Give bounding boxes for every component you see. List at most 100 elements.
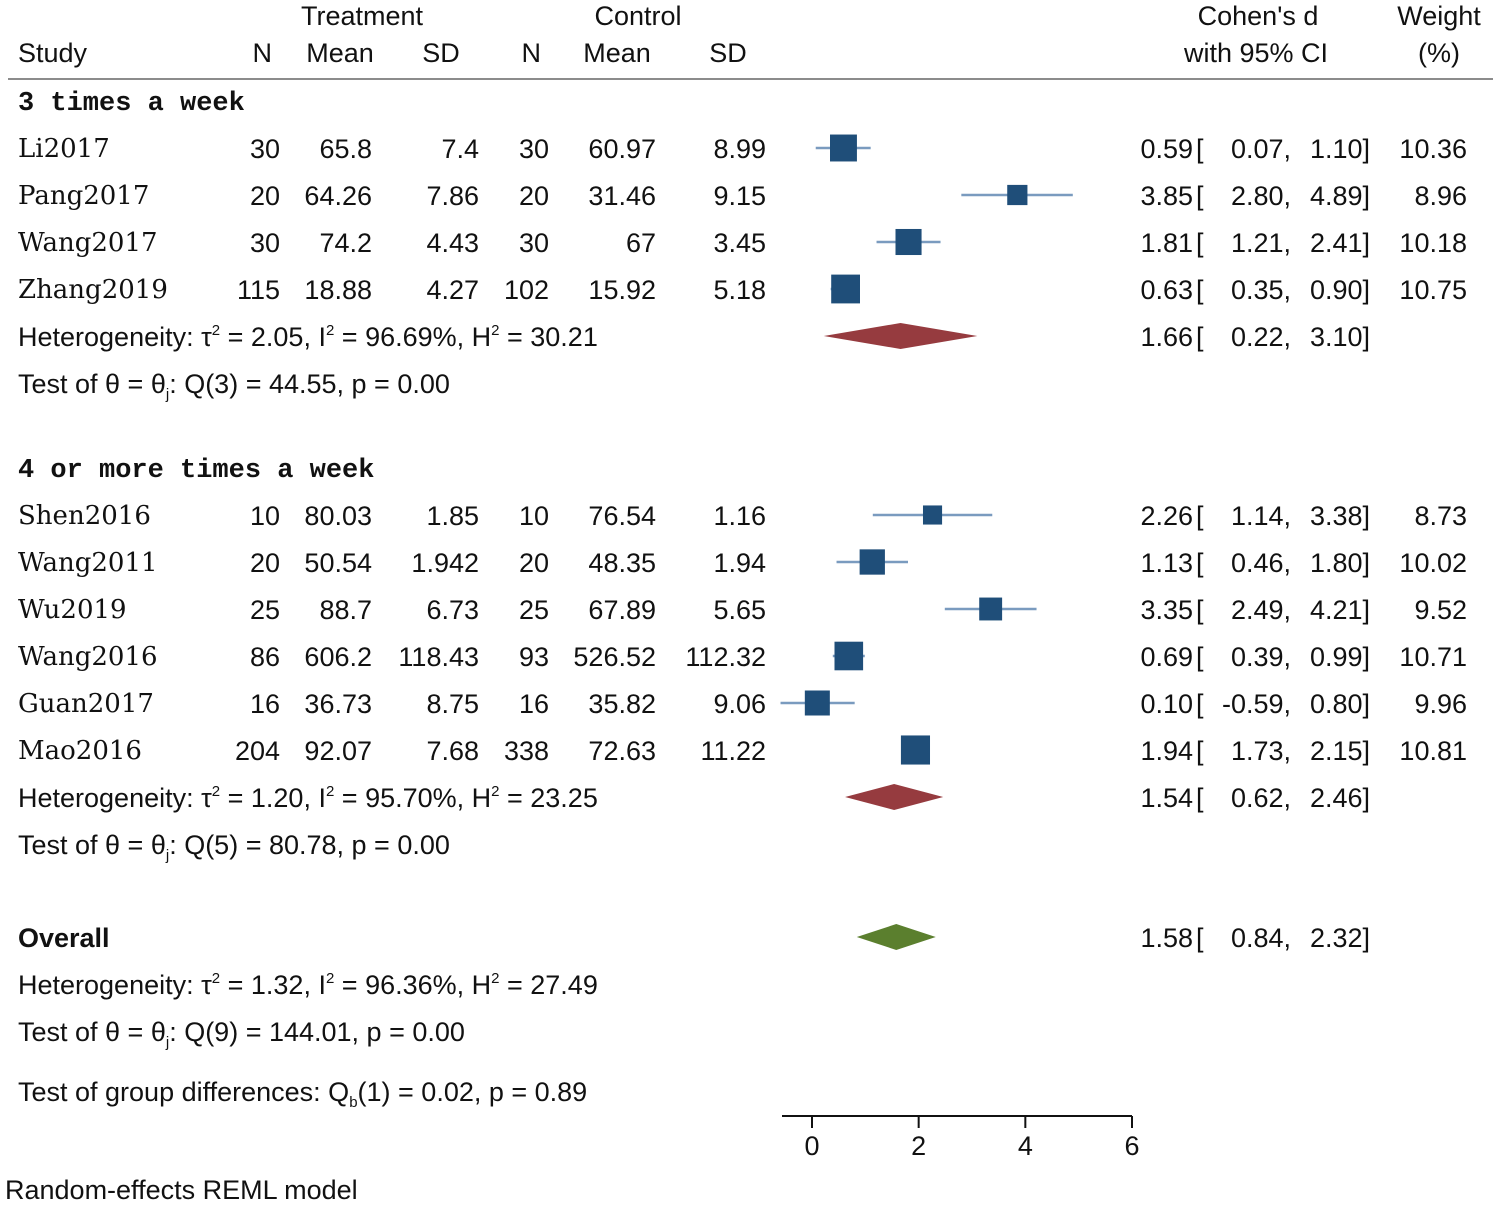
overall-heterogeneity-text-part: Heterogeneity: τ: [18, 970, 212, 1000]
subgroup-diamond: [823, 323, 978, 349]
effect-box: [834, 641, 864, 671]
effect-ci-text-open-bracket: [: [1196, 595, 1204, 625]
weight-header-line1: Weight: [1397, 1, 1481, 31]
control-n: 30: [519, 228, 549, 258]
control-sd: 5.65: [713, 595, 766, 625]
effect-header-line2: with 95% CI: [1183, 38, 1328, 68]
subgroup-ci-text-estimate: 1.66: [1140, 322, 1193, 352]
group-test-text: Test of θ = θj: Q(5) = 80.78, p = 0.00: [18, 830, 450, 864]
overall-heterogeneity-text-part: 2: [491, 970, 499, 987]
effect-ci-text-lower: 1.73,: [1231, 736, 1291, 766]
heterogeneity-text-part: Heterogeneity: τ: [18, 783, 212, 813]
study-name: Zhang2019: [18, 275, 168, 305]
control-mean: 67: [626, 228, 656, 258]
effect-ci-text-estimate: 0.69: [1140, 642, 1193, 672]
x-axis: 0 2 4 6: [782, 1115, 1140, 1161]
overall-ci-text: 1.58[0.84, 2.32]: [1140, 923, 1370, 953]
treatment-sd: 1.85: [426, 501, 479, 531]
treatment-sd: 1.942: [411, 548, 479, 578]
control-mean: 72.63: [588, 736, 656, 766]
effect-ci-text-estimate: 0.10: [1140, 689, 1193, 719]
treatment-mean-header: Mean: [306, 38, 374, 68]
effect-box: [922, 505, 943, 525]
weight-value: 9.96: [1414, 689, 1467, 719]
heterogeneity-text-part: 2: [326, 783, 334, 800]
effect-box: [1007, 184, 1028, 206]
study-name: Wu2019: [18, 595, 127, 625]
treatment-n: 20: [250, 181, 280, 211]
effect-ci-text-open-bracket: [: [1196, 689, 1204, 719]
study-name: Wang2016: [18, 642, 158, 672]
subgroup-ci-text-open-bracket: [: [1196, 322, 1204, 352]
treatment-sd: 6.73: [426, 595, 479, 625]
treatment-n: 30: [250, 228, 280, 258]
group-test-text-part: Test of θ = θ: [18, 830, 166, 860]
overall-heterogeneity-text: Heterogeneity: τ2 = 1.32, I2 = 96.36%, H…: [18, 970, 598, 1000]
treatment-n: 25: [250, 595, 280, 625]
treatment-sd-header: SD: [422, 38, 460, 68]
effect-box: [859, 549, 885, 575]
effect-ci-text-open-bracket: [: [1196, 548, 1204, 578]
effect-ci-text-upper: 1.80]: [1310, 548, 1370, 578]
treatment-n: 10: [250, 501, 280, 531]
subgroup-ci-text: 1.54[0.62, 2.46]: [1140, 783, 1370, 813]
group-test-text-part: j: [165, 847, 169, 864]
treatment-sd: 7.68: [426, 736, 479, 766]
subgroup-ci-text-lower: 0.62,: [1231, 783, 1291, 813]
effect-ci-text-upper: 3.38]: [1310, 501, 1370, 531]
treatment-mean: 36.73: [304, 689, 372, 719]
heterogeneity-text-part: Heterogeneity: τ: [18, 322, 212, 352]
control-sd: 1.16: [713, 501, 766, 531]
treatment-mean: 64.26: [304, 181, 372, 211]
control-mean: 76.54: [588, 501, 656, 531]
subgroup-ci-text-estimate: 1.54: [1140, 783, 1193, 813]
effect-ci-text-open-bracket: [: [1196, 642, 1204, 672]
x-tick-label: 2: [911, 1131, 926, 1161]
weight-value: 8.73: [1414, 501, 1467, 531]
effect-ci-text-upper: 1.10]: [1310, 134, 1370, 164]
overall-label: Overall: [18, 923, 110, 953]
weight-value: 8.96: [1414, 181, 1467, 211]
treatment-n: 30: [250, 134, 280, 164]
weight-value: 10.71: [1399, 642, 1467, 672]
control-n: 25: [519, 595, 549, 625]
model-note: Random-effects REML model: [5, 1175, 358, 1205]
control-mean: 526.52: [573, 642, 656, 672]
treatment-mean: 50.54: [304, 548, 372, 578]
effect-ci-text-upper: 4.21]: [1310, 595, 1370, 625]
effect-ci-text-upper: 0.99]: [1310, 642, 1370, 672]
control-n: 30: [519, 134, 549, 164]
group-test-text-part: : Q(3) = 44.55, p = 0.00: [169, 369, 450, 399]
heterogeneity-text-part: = 96.69%, H: [334, 322, 491, 352]
heterogeneity-text-part: 2: [212, 783, 220, 800]
effect-ci-text-upper: 2.15]: [1310, 736, 1370, 766]
control-mean: 31.46: [588, 181, 656, 211]
x-tick-label: 4: [1018, 1131, 1033, 1161]
effect-ci-text-estimate: 1.94: [1140, 736, 1193, 766]
heterogeneity-text-part: 2: [491, 783, 499, 800]
control-sd: 5.18: [713, 275, 766, 305]
effect-ci-text-estimate: 1.81: [1140, 228, 1193, 258]
treatment-mean: 65.8: [319, 134, 372, 164]
control-sd: 1.94: [713, 548, 766, 578]
control-sd: 3.45: [713, 228, 766, 258]
control-mean: 48.35: [588, 548, 656, 578]
subgroup-ci-text: 1.66[0.22, 3.10]: [1140, 322, 1370, 352]
heterogeneity-text-part: 2: [491, 322, 499, 339]
overall-test-text-part: j: [165, 1034, 169, 1051]
group-label: 4 or more times a week: [18, 456, 374, 486]
effect-box: [831, 274, 860, 304]
study-name: Li2017: [18, 134, 110, 164]
control-n: 338: [504, 736, 549, 766]
group-test-text-part: Test of θ = θ: [18, 369, 166, 399]
effect-ci-text-lower: 0.07,: [1231, 134, 1291, 164]
effect-ci-text: 0.63[0.35, 0.90]: [1140, 275, 1370, 305]
overall-heterogeneity-text-part: = 96.36%, H: [334, 970, 491, 1000]
overall-ci-text-lower: 0.84,: [1231, 923, 1291, 953]
effect-ci-text-estimate: 0.63: [1140, 275, 1193, 305]
effect-ci-text-lower: -0.59,: [1222, 689, 1291, 719]
subgroup-ci-text-lower: 0.22,: [1231, 322, 1291, 352]
effect-ci-text-open-bracket: [: [1196, 228, 1204, 258]
study-name: Guan2017: [18, 689, 154, 719]
